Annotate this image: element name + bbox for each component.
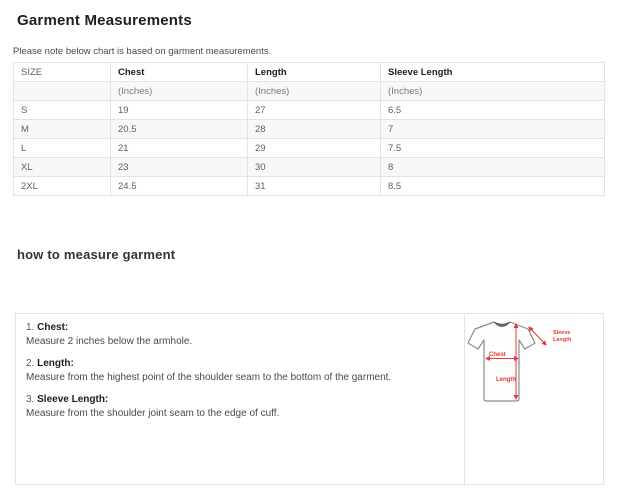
length-cell: 31 (247, 176, 381, 196)
chest-cell: 24.5 (110, 176, 248, 196)
size-chart-table: SIZE Chest Length Sleeve Length (Inches)… (13, 62, 605, 196)
sleeve-label-line1: Sleeve (553, 330, 570, 336)
size-cell: M (13, 119, 111, 139)
sleeve-length-arrow (528, 326, 547, 346)
sleeve-cell: 8.5 (380, 176, 605, 196)
size-cell: L (13, 138, 111, 158)
step-text: Measure 2 inches below the armhole. (26, 336, 193, 347)
table-row-m: M 20.5 28 7 (13, 119, 605, 139)
chest-label: Chest (489, 352, 506, 358)
length-cell: 28 (247, 119, 381, 139)
table-row-2xl: 2XL 24.5 31 8.5 (13, 176, 605, 196)
step-text: Measure from the highest point of the sh… (26, 372, 392, 383)
size-cell: 2XL (13, 176, 111, 196)
step-label: Sleeve Length: (37, 394, 109, 405)
col-header-size: SIZE (13, 62, 111, 82)
length-cell: 30 (247, 157, 381, 177)
sleeve-label-line2: Length (553, 337, 572, 343)
step-number: 2. (26, 358, 35, 369)
empty-cell (13, 81, 111, 101)
instruction-step-sleeve-length: 3. Sleeve Length: Measure from the shoul… (26, 393, 454, 420)
sleeve-cell: 6.5 (380, 100, 605, 120)
length-label: Length (496, 377, 516, 383)
size-cell: S (13, 100, 111, 120)
table-row-l: L 21 29 7.5 (13, 138, 605, 158)
chest-cell: 19 (110, 100, 248, 120)
step-number: 3. (26, 394, 35, 405)
tshirt-diagram: Chest Length Sleeve Length (465, 314, 603, 484)
chest-cell: 20.5 (110, 119, 248, 139)
step-label: Length: (37, 358, 74, 369)
units-row: (Inches) (Inches) (Inches) (13, 81, 605, 101)
col-header-sleeve-length: Sleeve Length (380, 62, 605, 82)
chest-cell: 21 (110, 138, 248, 158)
col-header-length: Length (247, 62, 381, 82)
tshirt-diagram-svg: Chest Length Sleeve Length (467, 321, 572, 402)
page-title: Garment Measurements (17, 12, 192, 29)
step-label: Chest: (37, 322, 69, 333)
tshirt-collar (493, 321, 511, 327)
col-header-chest: Chest (110, 62, 248, 82)
unit-cell: (Inches) (247, 81, 381, 101)
chart-note: Please note below chart is based on garm… (13, 46, 272, 57)
sleeve-cell: 7.5 (380, 138, 605, 158)
section-title-how-to-measure: how to measure garment (17, 247, 176, 262)
chest-cell: 23 (110, 157, 248, 177)
step-text: Measure from the shoulder joint seam to … (26, 408, 280, 419)
length-cell: 27 (247, 100, 381, 120)
sleeve-cell: 8 (380, 157, 605, 177)
size-cell: XL (13, 157, 111, 177)
measure-instructions: 1. Chest: Measure 2 inches below the arm… (16, 314, 465, 484)
instruction-step-chest: 1. Chest: Measure 2 inches below the arm… (26, 321, 454, 348)
instruction-step-length: 2. Length: Measure from the highest poin… (26, 357, 454, 384)
tshirt-outline (467, 321, 536, 402)
table-row-s: S 19 27 6.5 (13, 100, 605, 120)
unit-cell: (Inches) (110, 81, 248, 101)
step-number: 1. (26, 322, 35, 333)
table-row-xl: XL 23 30 8 (13, 157, 605, 177)
measure-guide-box: 1. Chest: Measure 2 inches below the arm… (15, 313, 604, 485)
unit-cell: (Inches) (380, 81, 605, 101)
sleeve-cell: 7 (380, 119, 605, 139)
length-cell: 29 (247, 138, 381, 158)
header-row: SIZE Chest Length Sleeve Length (13, 62, 605, 82)
